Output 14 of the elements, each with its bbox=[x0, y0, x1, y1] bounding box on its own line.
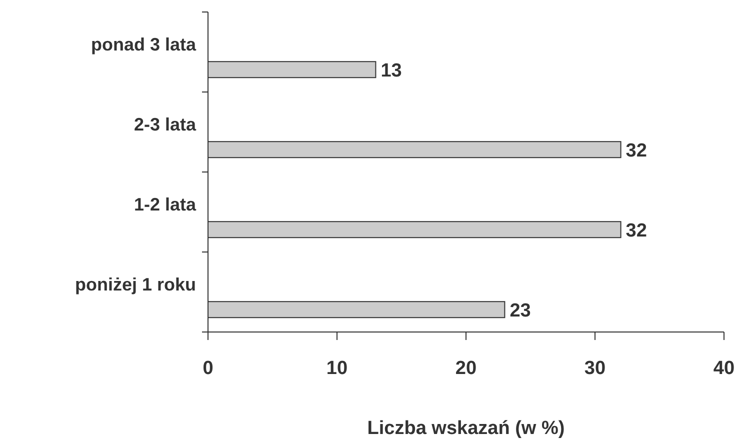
data-label: 32 bbox=[626, 220, 647, 242]
x-tick-label: 10 bbox=[326, 358, 348, 379]
x-tick-label: 30 bbox=[584, 358, 606, 379]
x-tick-label: 40 bbox=[713, 358, 735, 379]
x-axis-title: Liczba wskazań (w %) bbox=[367, 418, 565, 439]
y-tick-label: poniżej 1 roku bbox=[74, 274, 196, 294]
x-tick-label: 0 bbox=[202, 358, 214, 379]
data-label: 23 bbox=[510, 300, 531, 322]
data-label: 13 bbox=[380, 60, 402, 82]
y-tick-label: 2-3 lata bbox=[134, 114, 197, 134]
data-label: 32 bbox=[626, 140, 647, 162]
y-tick-label: ponad 3 lata bbox=[90, 34, 197, 54]
x-tick-label: 20 bbox=[455, 358, 477, 379]
y-tick-label: 1-2 lata bbox=[134, 194, 197, 214]
